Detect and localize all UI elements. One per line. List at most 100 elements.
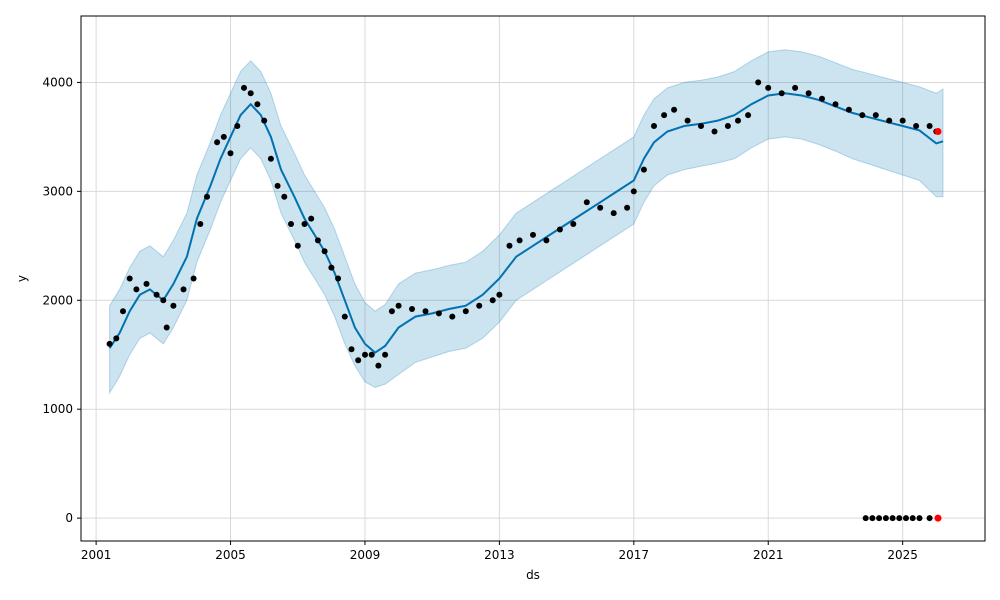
observed-point [765,84,772,91]
observed-point [153,291,160,298]
observed-point [684,117,691,124]
observed-point [308,215,315,222]
observed-point [630,188,637,195]
observed-point [170,302,177,309]
observed-point [314,237,321,244]
highlight-point [934,128,942,135]
observed-point [220,133,227,140]
x-tick-label: 2001 [81,548,112,562]
observed-point [321,248,328,255]
observed-point [382,351,389,358]
plot-frame [80,15,986,542]
observed-point [241,84,247,91]
y-tick-label: 1000 [42,402,73,416]
observed-point [328,264,335,271]
grid-layer [81,16,985,541]
observed-point [160,297,167,304]
highlight-point [934,514,942,522]
observed-point [281,193,288,200]
observed-point [449,313,456,320]
observed-point [805,90,812,97]
observed-point [506,242,513,249]
observed-point [724,123,731,129]
observed-point [556,226,563,233]
observed-point [335,275,342,282]
observed-point [869,515,876,522]
y-tick-label: 4000 [42,75,73,89]
observed-point [126,275,133,282]
observed-point [516,237,523,244]
observed-point [496,291,503,298]
uncertainty-band-layer [109,49,944,395]
observed-point [640,166,647,173]
observed-point [859,112,866,119]
observed-point [190,275,197,282]
observed-point [832,101,839,108]
x-tick-label: 2021 [753,548,784,562]
observed-point [778,90,785,97]
observed-point [133,286,140,293]
observed-point [876,515,883,522]
highlight-points-layer [934,128,942,522]
observed-point [903,515,909,522]
observed-point [597,204,604,211]
observed-point [711,128,718,135]
observed-point [698,123,704,129]
observed-point [570,221,577,227]
observed-point [294,242,301,249]
observed-point [362,351,368,358]
observed-point [896,515,903,522]
observed-point [476,302,483,309]
y-axis-label: y [15,275,29,282]
observed-point [247,90,254,97]
observed-point [530,231,536,238]
y-tick-label: 2000 [42,293,73,307]
observed-point [234,123,241,129]
observed-point [489,297,496,304]
observed-point [913,123,920,129]
observed-point [661,112,668,119]
observed-point [792,84,799,91]
x-tick-label: 2017 [619,548,650,562]
observed-point [819,95,825,102]
observed-point [755,79,762,86]
observed-point [274,182,281,189]
y-tick-label: 3000 [42,184,73,198]
observed-point [348,346,355,353]
observed-point [543,237,550,244]
observed-point [395,302,402,309]
x-tick-label: 2005 [215,548,246,562]
observed-point [409,306,415,312]
x-axis-ticks: 2001 2005 2009 2013 2017 2021 2025 [81,541,918,562]
observed-point [651,123,657,129]
observed-point [388,308,395,315]
observed-point [422,308,429,315]
x-axis-label: ds [526,568,540,582]
observed-point [886,117,893,124]
observed-point [583,199,590,206]
observed-point [845,106,852,113]
observed-point [120,308,126,315]
y-tick-label: 0 [65,511,73,525]
observed-point [882,515,889,522]
observed-point [254,101,261,108]
observed-point [462,308,469,315]
observed-point [435,310,442,317]
observed-point [163,324,170,331]
observed-point [288,221,294,227]
observed-point [926,515,933,522]
uncertainty-band [109,49,944,395]
observed-point [204,193,210,200]
observed-point [671,106,678,113]
observed-point [214,139,221,146]
observed-point [610,210,617,217]
observed-point [267,155,274,162]
observed-point [375,362,382,369]
observed-point [909,515,916,522]
observed-point [899,117,906,124]
observed-point [301,221,308,227]
observed-point [889,515,896,522]
plot-area [80,15,986,542]
observed-point [916,515,923,522]
